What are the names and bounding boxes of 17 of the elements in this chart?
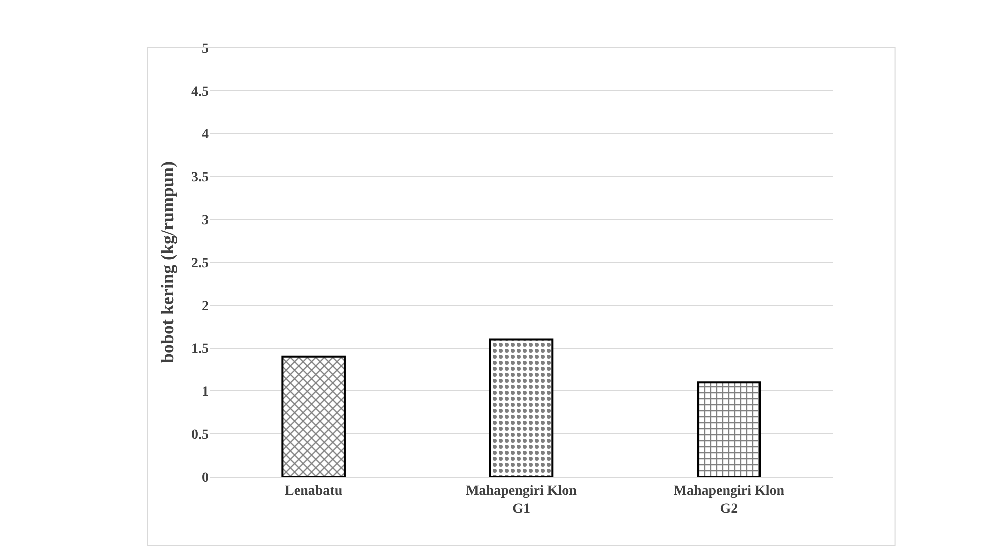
y-tick-label: 1 [202, 385, 209, 400]
y-tick-label: 1.5 [192, 342, 209, 358]
bar [282, 356, 346, 477]
y-tick-label: 3 [202, 214, 209, 228]
bar [697, 382, 762, 477]
x-tick-label: Mahapengiri Klon G1 [466, 484, 578, 517]
y-tick-label: 4 [202, 128, 209, 143]
y-tick-label: 4.5 [192, 84, 209, 100]
y-axis-title: bobot kering (kg/rumpun) [158, 161, 178, 364]
y-tick-label: 3.5 [192, 170, 209, 186]
y-tick-label: 0 [202, 470, 209, 486]
x-tick-label: Lenabatu [285, 484, 343, 499]
bar [489, 338, 554, 477]
y-tick-label: 2.5 [192, 256, 209, 272]
x-tick-label: Mahapengiri Klon G2 [674, 484, 785, 517]
y-tick-label: 2 [202, 299, 209, 314]
y-tick-label: 0.5 [192, 428, 209, 443]
